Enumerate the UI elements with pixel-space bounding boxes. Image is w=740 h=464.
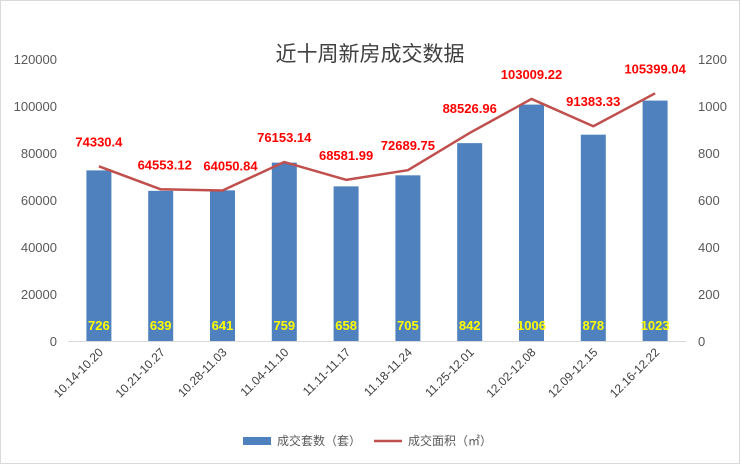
right-axis-tick-label: 800 bbox=[698, 146, 720, 161]
bar bbox=[580, 134, 606, 341]
x-axis-tick-label: 11.18-11.24 bbox=[361, 345, 415, 399]
left-axis-tick-label: 0 bbox=[50, 334, 57, 349]
left-axis-tick-label: 20000 bbox=[21, 287, 57, 302]
bar bbox=[642, 100, 668, 341]
right-axis-tick-label: 600 bbox=[698, 193, 720, 208]
bar bbox=[395, 175, 421, 341]
right-axis-tick-label: 1000 bbox=[698, 99, 727, 114]
x-axis-tick-label: 11.25-12.01 bbox=[422, 345, 477, 400]
left-axis-tick-label: 40000 bbox=[21, 240, 57, 255]
bar-data-label: 878 bbox=[582, 318, 604, 333]
right-axis-tick-label: 200 bbox=[698, 287, 720, 302]
right-axis-tick-label: 1200 bbox=[698, 52, 727, 67]
bar bbox=[457, 143, 483, 341]
left-axis-tick-label: 100000 bbox=[14, 99, 57, 114]
bar-data-label: 759 bbox=[273, 318, 295, 333]
left-axis-tick-label: 120000 bbox=[14, 52, 57, 67]
left-axis-tick-label: 60000 bbox=[21, 193, 57, 208]
line-data-label: 68581.99 bbox=[319, 148, 373, 163]
bar bbox=[519, 104, 544, 341]
legend-label-bars: 成交套数（套） bbox=[277, 433, 361, 448]
x-axis-tick-label: 10.28-11.03 bbox=[175, 345, 230, 400]
line-data-label: 64553.12 bbox=[138, 157, 192, 172]
bar-data-label: 726 bbox=[88, 318, 110, 333]
x-axis-tick-label: 12.02-12.08 bbox=[483, 345, 538, 400]
bar bbox=[210, 190, 235, 341]
line-data-label: 64050.84 bbox=[203, 158, 258, 173]
line-data-label: 88526.96 bbox=[443, 101, 497, 116]
bar bbox=[333, 186, 359, 341]
area-line bbox=[98, 92, 656, 192]
x-axis-tick-label: 11.04-11.10 bbox=[237, 345, 291, 399]
legend-swatch-bars bbox=[243, 437, 271, 445]
line-data-label: 103009.22 bbox=[501, 67, 562, 82]
line-data-label: 72689.75 bbox=[381, 138, 435, 153]
line-data-label: 91383.33 bbox=[566, 94, 620, 109]
bar bbox=[86, 170, 112, 341]
bar bbox=[148, 190, 174, 341]
bar-data-label: 1006 bbox=[517, 318, 546, 333]
x-axis-tick-label: 12.16-12.22 bbox=[607, 345, 662, 400]
legend-label-line: 成交面积（㎡） bbox=[408, 433, 492, 448]
x-axis-tick-label: 12.09-12.15 bbox=[545, 345, 600, 400]
bar bbox=[271, 162, 297, 341]
x-axis-tick-label: 10.21-10.27 bbox=[113, 345, 168, 400]
line-data-label: 76153.14 bbox=[257, 130, 312, 145]
line-data-label: 74330.4 bbox=[75, 134, 123, 149]
bar-data-label: 639 bbox=[150, 318, 172, 333]
line-data-label: 105399.04 bbox=[624, 61, 686, 76]
bar-data-label: 705 bbox=[397, 318, 419, 333]
right-axis-tick-label: 0 bbox=[698, 334, 705, 349]
left-axis-tick-label: 80000 bbox=[21, 146, 57, 161]
right-axis-tick-label: 400 bbox=[698, 240, 720, 255]
bar-data-label: 658 bbox=[335, 318, 357, 333]
x-axis-tick-label: 11.11-11.17 bbox=[300, 345, 354, 399]
bar-data-label: 842 bbox=[459, 318, 481, 333]
x-axis-tick-label: 10.14-10.20 bbox=[51, 345, 106, 400]
bar-data-label: 641 bbox=[212, 318, 234, 333]
chart-title: 近十周新房成交数据 bbox=[276, 42, 465, 66]
bar-data-label: 1023 bbox=[641, 318, 670, 333]
